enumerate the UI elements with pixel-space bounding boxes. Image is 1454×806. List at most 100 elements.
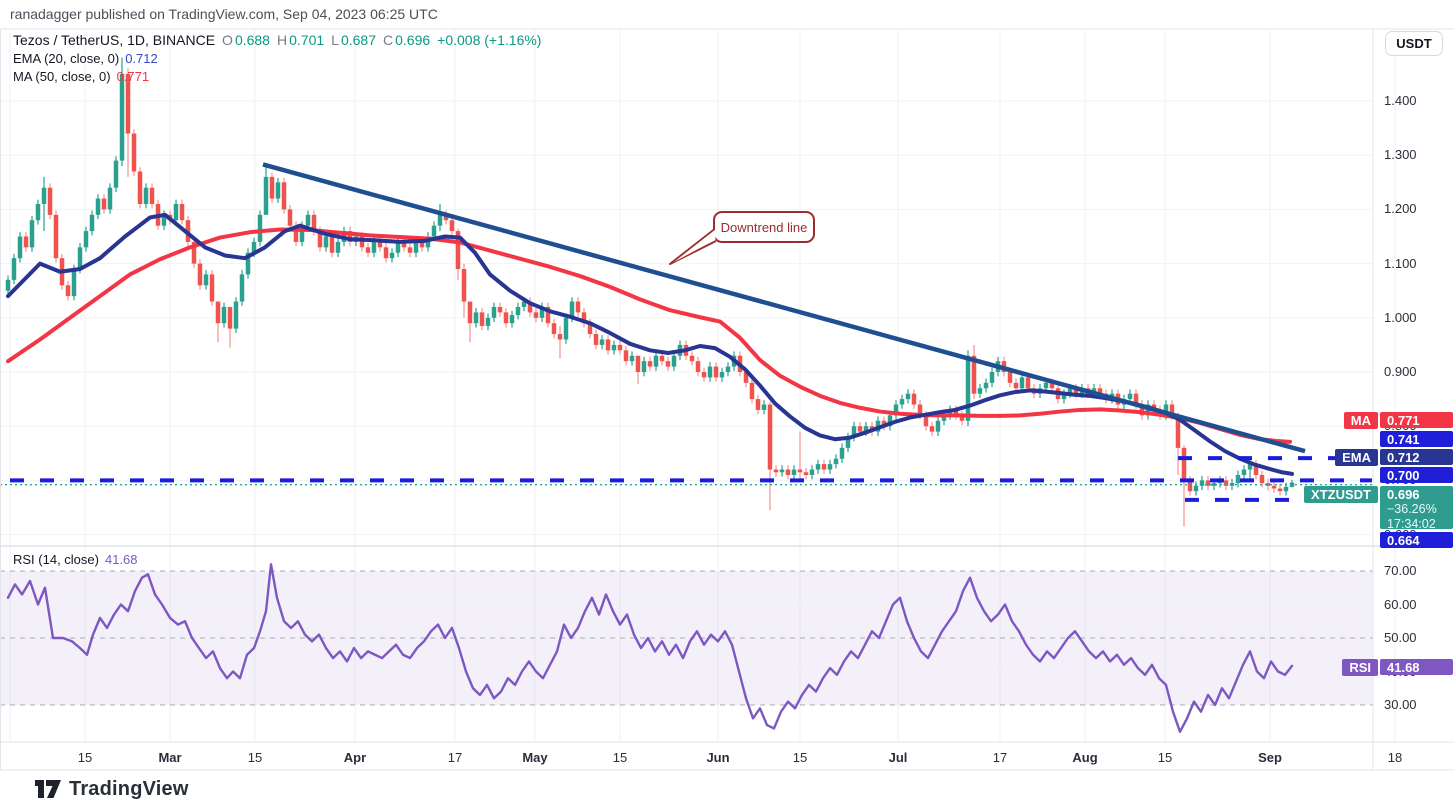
callout-box[interactable] bbox=[713, 211, 815, 243]
candle bbox=[461, 269, 467, 302]
candle bbox=[329, 236, 335, 253]
candle bbox=[53, 214, 59, 259]
candle bbox=[1073, 388, 1079, 394]
candle bbox=[989, 372, 995, 383]
candle bbox=[1139, 404, 1145, 416]
candle bbox=[479, 312, 485, 326]
price-tick-label: 0.900 bbox=[1384, 364, 1417, 379]
ohlc-key: C bbox=[383, 32, 394, 48]
candle bbox=[359, 236, 365, 248]
candle bbox=[1013, 382, 1019, 389]
ema-legend-row: EMA (20, close, 0) 0.712 bbox=[13, 50, 541, 67]
candle bbox=[917, 404, 923, 416]
candle bbox=[599, 339, 605, 345]
candle bbox=[1097, 388, 1103, 394]
candle bbox=[1049, 382, 1055, 389]
downtrend-callout[interactable]: Downtrend line bbox=[720, 219, 808, 235]
candle bbox=[287, 209, 293, 226]
candle bbox=[821, 464, 827, 470]
time-tick-label: 17 bbox=[992, 750, 1008, 765]
candle bbox=[905, 393, 911, 400]
candle bbox=[773, 469, 779, 473]
candle bbox=[635, 355, 641, 372]
tradingview-logo-text: TradingView bbox=[69, 778, 189, 800]
candle bbox=[1277, 488, 1283, 492]
candle bbox=[11, 258, 17, 280]
candle bbox=[65, 285, 71, 297]
candle bbox=[107, 187, 113, 210]
candle bbox=[623, 350, 629, 362]
candle bbox=[455, 231, 461, 270]
candle bbox=[833, 458, 839, 465]
candle bbox=[101, 198, 107, 210]
candle bbox=[689, 355, 695, 362]
downtrend-trendline[interactable] bbox=[262, 162, 1306, 454]
candle bbox=[827, 464, 833, 470]
ohlc-value: 0.701 bbox=[289, 32, 325, 48]
rsi-series-tag: RSI bbox=[1342, 659, 1378, 676]
ma50-line bbox=[6, 227, 1292, 444]
candle bbox=[1025, 377, 1031, 389]
time-tick-label: 15 bbox=[1157, 750, 1173, 765]
candle bbox=[407, 247, 413, 253]
candle bbox=[293, 225, 299, 242]
candle bbox=[953, 409, 959, 416]
candle bbox=[29, 220, 35, 248]
candle bbox=[809, 469, 815, 475]
candle bbox=[1181, 447, 1187, 481]
candle bbox=[1127, 393, 1133, 400]
ohlc-key: O bbox=[222, 32, 233, 48]
symbol-title: Tezos / TetherUS, 1D, BINANCE bbox=[13, 32, 216, 48]
candle bbox=[923, 415, 929, 427]
candle bbox=[1043, 382, 1049, 389]
candle bbox=[983, 382, 989, 389]
ema-label: EMA (20, close, 0) bbox=[13, 51, 120, 66]
candle bbox=[1271, 485, 1277, 489]
candle bbox=[77, 247, 83, 270]
candle bbox=[173, 203, 179, 221]
candle bbox=[443, 214, 449, 221]
callout-tail-cover bbox=[674, 229, 716, 262]
candle bbox=[575, 301, 581, 313]
ohlc-value: 0.696 bbox=[395, 32, 431, 48]
ma-series-tag: MA bbox=[1343, 412, 1378, 429]
candle bbox=[593, 334, 599, 345]
candle bbox=[665, 361, 671, 367]
candle bbox=[701, 372, 707, 378]
currency-toggle-button[interactable]: USDT bbox=[1385, 31, 1443, 56]
candle bbox=[779, 469, 785, 473]
candle bbox=[143, 187, 149, 204]
candle bbox=[1193, 485, 1199, 492]
candle bbox=[347, 231, 353, 242]
price-axis-badge: 0.664 bbox=[1380, 532, 1453, 548]
rsi-label: RSI (14, close) bbox=[13, 552, 99, 567]
candle bbox=[929, 426, 935, 432]
candle bbox=[563, 317, 569, 340]
time-tick-label: 17 bbox=[447, 750, 463, 765]
candle bbox=[5, 279, 11, 291]
candle bbox=[587, 323, 593, 335]
candle bbox=[941, 415, 947, 421]
ohlc-key: H bbox=[276, 32, 288, 48]
candle bbox=[233, 301, 239, 329]
candle bbox=[1175, 415, 1181, 448]
ema20-line bbox=[6, 212, 1294, 476]
candle bbox=[71, 269, 77, 297]
candle bbox=[125, 73, 131, 134]
candle bbox=[137, 171, 143, 204]
tradingview-logo-icon bbox=[35, 780, 61, 798]
price-axis-badge: 0.712 bbox=[1380, 449, 1453, 465]
candle bbox=[725, 366, 731, 372]
time-tick-label: Mar bbox=[158, 750, 182, 765]
tradingview-attribution[interactable]: TradingView bbox=[35, 778, 189, 801]
candle bbox=[1133, 393, 1139, 405]
candle bbox=[521, 301, 527, 307]
candle bbox=[881, 420, 887, 427]
indicator-legend: Tezos / TetherUS, 1D, BINANCE O 0.688 H 0.70… bbox=[13, 32, 541, 85]
candle bbox=[377, 241, 383, 248]
price-axis-badge: 0.700 bbox=[1380, 467, 1453, 483]
time-tick-label: 15 bbox=[792, 750, 808, 765]
candle bbox=[17, 236, 23, 259]
candle bbox=[671, 355, 677, 367]
